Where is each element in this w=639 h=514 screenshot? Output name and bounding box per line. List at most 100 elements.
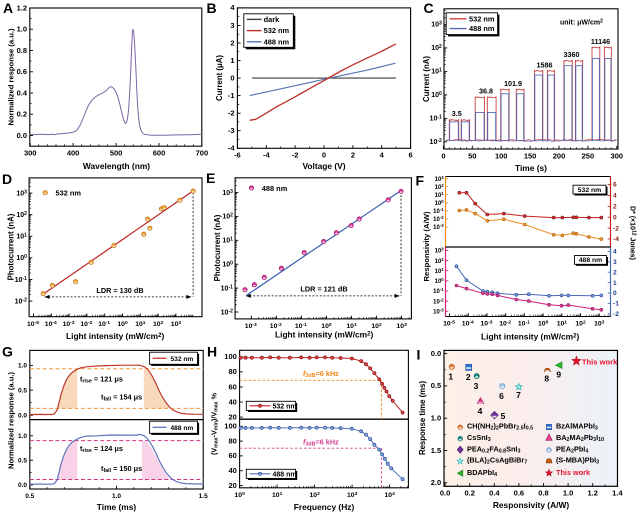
svg-text:CsSnI3: CsSnI3 (467, 433, 491, 443)
svg-text:10-2: 10-2 (15, 298, 27, 306)
svg-text:532 nm: 532 nm (469, 14, 495, 23)
svg-text:unit: μW/cm2: unit: μW/cm2 (560, 19, 603, 27)
svg-text:103: 103 (171, 320, 182, 328)
svg-text:488 nm: 488 nm (469, 24, 495, 33)
svg-text:3: 3 (613, 259, 617, 266)
svg-text:1.0: 1.0 (431, 414, 441, 423)
svg-text:10-1: 10-1 (433, 288, 444, 296)
svg-text:100: 100 (235, 491, 246, 499)
svg-text:10-3: 10-3 (433, 308, 444, 316)
svg-text:101: 101 (16, 233, 27, 241)
svg-text:0: 0 (230, 73, 234, 82)
svg-text:E: E (206, 170, 215, 186)
svg-text:-2: -2 (613, 225, 619, 232)
svg-text:I: I (417, 347, 421, 363)
svg-text:PEA2PbI4: PEA2PbI4 (556, 444, 588, 454)
svg-text:Current (μA): Current (μA) (215, 55, 224, 101)
svg-text:10-5: 10-5 (443, 320, 455, 328)
svg-text:101: 101 (222, 237, 233, 245)
svg-text:0.6: 0.6 (17, 67, 27, 76)
svg-text:488 nm: 488 nm (171, 425, 194, 432)
svg-text:10-1: 10-1 (98, 320, 110, 328)
svg-text:dark: dark (264, 15, 281, 24)
svg-text:0.4: 0.4 (17, 88, 28, 97)
svg-text:Light intensity (mW/cm2): Light intensity (mW/cm2) (481, 332, 579, 342)
svg-text:-4: -4 (613, 236, 619, 243)
svg-text:0.0: 0.0 (431, 349, 441, 358)
svg-text:(BLA)2CsAgBiBr7: (BLA)2CsAgBiBr7 (467, 456, 527, 466)
svg-text:100: 100 (117, 320, 128, 328)
svg-text:488 nm: 488 nm (262, 184, 288, 193)
svg-text:700: 700 (196, 149, 209, 158)
svg-text:20: 20 (228, 481, 236, 490)
svg-text:102: 102 (575, 320, 586, 328)
svg-text:1.0: 1.0 (563, 489, 573, 498)
svg-text:4: 4 (613, 193, 617, 200)
svg-text:Time (ms): Time (ms) (97, 502, 137, 512)
svg-text:10-2: 10-2 (221, 308, 233, 316)
svg-text:Response time (ms): Response time (ms) (418, 381, 427, 455)
svg-text:10-3: 10-3 (63, 320, 75, 328)
svg-text:102: 102 (371, 322, 382, 330)
svg-text:100: 100 (435, 199, 445, 207)
svg-text:103: 103 (594, 320, 605, 328)
svg-text:-6: -6 (234, 151, 241, 160)
svg-text:3: 3 (230, 21, 234, 30)
svg-text:0.6: 0.6 (514, 489, 524, 498)
svg-text:D: D (2, 171, 12, 187)
svg-text:0.0: 0.0 (17, 131, 27, 140)
svg-text:6: 6 (409, 151, 413, 160)
svg-text:-4: -4 (263, 151, 270, 160)
svg-text:4: 4 (478, 406, 483, 416)
svg-text:100: 100 (431, 91, 442, 99)
svg-text:Normalized response (a.u.): Normalized response (a.u.) (7, 372, 16, 470)
svg-text:10-4: 10-4 (45, 320, 57, 328)
svg-text:0: 0 (613, 214, 617, 221)
svg-text:40: 40 (228, 397, 236, 406)
svg-text:1586: 1586 (537, 61, 553, 70)
svg-text:488 nm: 488 nm (264, 37, 290, 46)
svg-text:10-2: 10-2 (433, 216, 444, 224)
svg-text:2.0: 2.0 (431, 478, 441, 487)
svg-text:6: 6 (499, 391, 504, 401)
svg-text:532 nm: 532 nm (171, 356, 194, 363)
svg-text:150: 150 (524, 151, 537, 160)
svg-text:D* (×1012 Jones): D* (×1012 Jones) (629, 206, 637, 260)
svg-text:532 nm: 532 nm (578, 187, 601, 194)
svg-text:Voltage (V): Voltage (V) (302, 161, 345, 171)
svg-text:103: 103 (435, 247, 445, 255)
svg-text:1.0: 1.0 (17, 25, 27, 34)
svg-text:100: 100 (495, 151, 508, 160)
svg-text:1.5: 1.5 (199, 493, 208, 500)
svg-text:H: H (207, 343, 217, 359)
svg-text:G: G (2, 343, 13, 359)
svg-text:532 nm: 532 nm (56, 189, 82, 198)
svg-text:102: 102 (153, 320, 164, 328)
svg-text:0.4: 0.4 (489, 489, 500, 498)
svg-text:1.2: 1.2 (587, 489, 597, 498)
svg-text:tfall = 154 μs: tfall = 154 μs (101, 393, 142, 403)
svg-text:5: 5 (501, 411, 506, 421)
svg-text:A: A (3, 0, 13, 16)
svg-text:BDAPbI4: BDAPbI4 (467, 468, 497, 478)
svg-text:10-2: 10-2 (80, 320, 92, 328)
svg-text:0.2: 0.2 (17, 110, 27, 119)
svg-text:532 nm: 532 nm (273, 403, 297, 410)
svg-text:Time (s): Time (s) (515, 163, 547, 173)
svg-text:100: 100 (321, 322, 332, 330)
svg-text:Frequency (Hz): Frequency (Hz) (294, 502, 355, 512)
svg-text:102: 102 (222, 213, 233, 221)
svg-text:F: F (416, 173, 425, 189)
svg-text:101: 101 (435, 267, 445, 275)
svg-text:103: 103 (222, 189, 233, 197)
svg-text:10-4: 10-4 (462, 320, 474, 328)
svg-text:60: 60 (228, 382, 236, 391)
svg-text:0.0: 0.0 (18, 413, 27, 420)
svg-text:0.0: 0.0 (18, 482, 27, 489)
svg-text:2: 2 (230, 38, 234, 47)
svg-text:-3: -3 (228, 126, 235, 135)
svg-text:10-1: 10-1 (221, 285, 233, 293)
svg-text:103: 103 (431, 21, 442, 29)
svg-text:tfall = 150 μs: tfall = 150 μs (101, 464, 142, 474)
svg-text:1: 1 (448, 372, 453, 382)
